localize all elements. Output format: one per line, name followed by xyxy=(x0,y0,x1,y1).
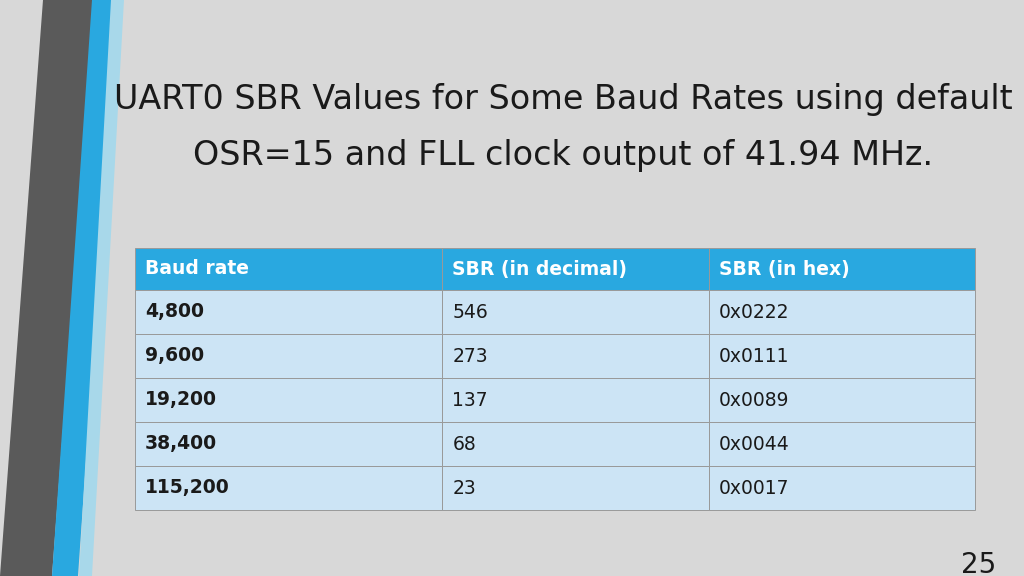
Text: 4,800: 4,800 xyxy=(145,302,204,321)
Text: UART0 SBR Values for Some Baud Rates using default: UART0 SBR Values for Some Baud Rates usi… xyxy=(114,84,1013,116)
Bar xyxy=(709,248,975,290)
Text: 0x0222: 0x0222 xyxy=(719,302,790,321)
Polygon shape xyxy=(79,0,124,576)
Text: 9,600: 9,600 xyxy=(145,347,204,366)
Bar xyxy=(135,378,442,422)
Text: OSR=15 and FLL clock output of 41.94 MHz.: OSR=15 and FLL clock output of 41.94 MHz… xyxy=(194,138,933,172)
Text: 273: 273 xyxy=(453,347,488,366)
Bar xyxy=(442,290,709,334)
Bar xyxy=(135,334,442,378)
Text: 546: 546 xyxy=(453,302,488,321)
Bar xyxy=(709,290,975,334)
Bar xyxy=(135,422,442,466)
Bar xyxy=(709,422,975,466)
Text: 68: 68 xyxy=(453,434,476,453)
Bar xyxy=(135,466,442,510)
Bar xyxy=(442,378,709,422)
Text: SBR (in decimal): SBR (in decimal) xyxy=(453,260,628,279)
Text: 0x0044: 0x0044 xyxy=(719,434,790,453)
Text: 38,400: 38,400 xyxy=(145,434,217,453)
Text: 0x0089: 0x0089 xyxy=(719,391,790,410)
Bar xyxy=(442,466,709,510)
Text: 137: 137 xyxy=(453,391,488,410)
Text: SBR (in hex): SBR (in hex) xyxy=(719,260,850,279)
Text: 0x0017: 0x0017 xyxy=(719,479,790,498)
Polygon shape xyxy=(0,0,95,576)
Bar xyxy=(709,378,975,422)
Bar xyxy=(709,334,975,378)
Text: 19,200: 19,200 xyxy=(145,391,217,410)
Bar xyxy=(442,422,709,466)
Text: 23: 23 xyxy=(453,479,476,498)
Bar xyxy=(442,248,709,290)
Bar xyxy=(709,466,975,510)
Text: 115,200: 115,200 xyxy=(145,479,229,498)
Bar xyxy=(135,248,442,290)
Bar xyxy=(442,334,709,378)
Text: Baud rate: Baud rate xyxy=(145,260,249,279)
Text: 25: 25 xyxy=(961,551,996,576)
Bar xyxy=(135,290,442,334)
Text: 0x0111: 0x0111 xyxy=(719,347,790,366)
Polygon shape xyxy=(52,0,118,576)
